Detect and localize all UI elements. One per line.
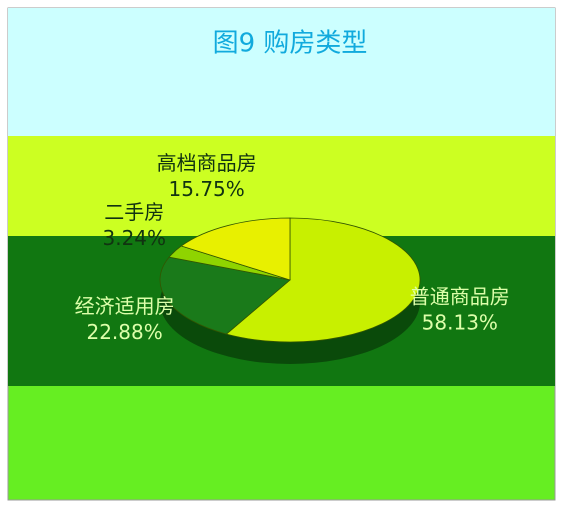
chart-title: 图9 购房类型 bbox=[213, 29, 368, 59]
slice-label: 高档商品房 bbox=[157, 151, 257, 175]
slice-label: 经济适用房 bbox=[75, 294, 175, 318]
pie-slice bbox=[180, 217, 291, 281]
slice-value-label: 3.24% bbox=[103, 226, 167, 250]
pie-slice bbox=[225, 217, 421, 343]
slice-label: 普通商品房 bbox=[410, 284, 510, 308]
slice-value-label: 22.88% bbox=[86, 320, 162, 344]
slice-label: 二手房 bbox=[104, 200, 164, 224]
title-band bbox=[8, 8, 555, 136]
slice-value-label: 58.13% bbox=[422, 310, 498, 334]
slice-value-label: 15.75% bbox=[169, 177, 245, 201]
pie-slice bbox=[159, 256, 291, 335]
